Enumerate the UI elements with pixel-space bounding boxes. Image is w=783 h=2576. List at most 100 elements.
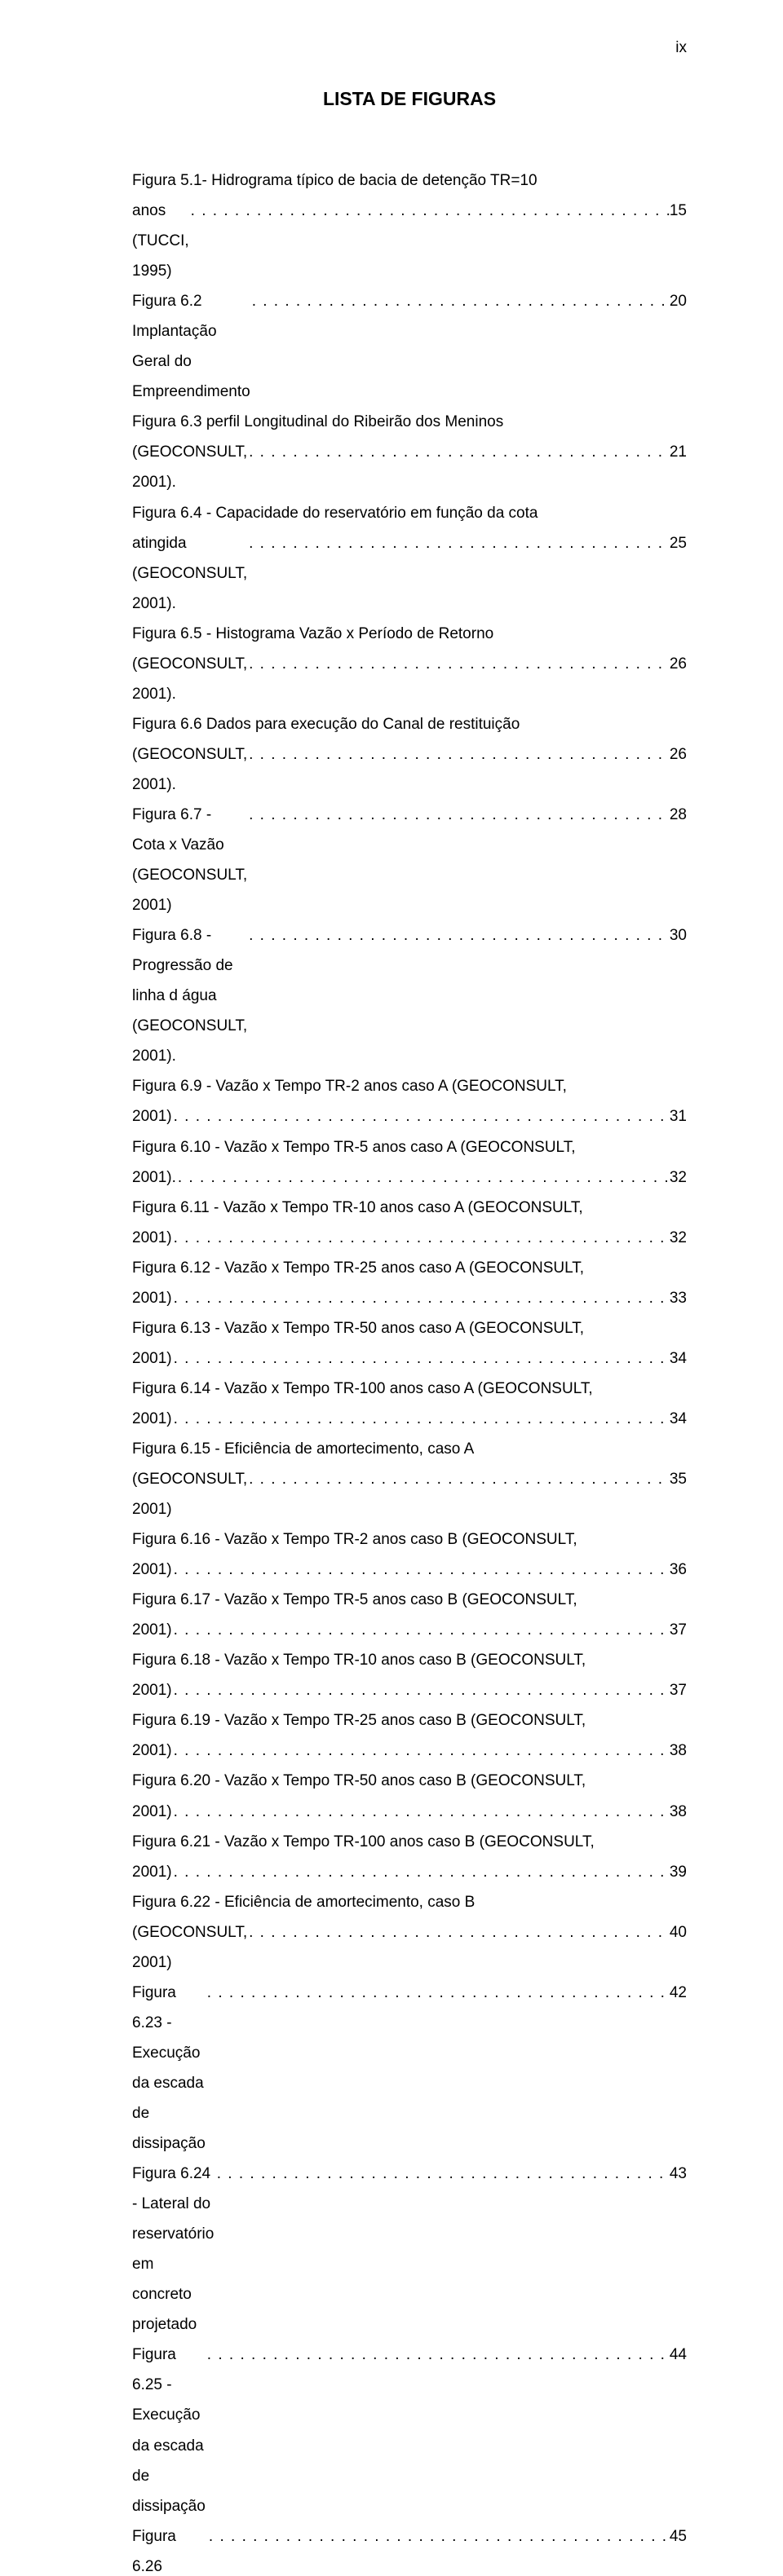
- toc-entry-label-line2: (GEOCONSULT, 2001): [132, 1464, 247, 1524]
- toc-entry-label-line1: Figura 6.15 - Eficiência de amorteciment…: [132, 1434, 687, 1464]
- toc-entry-page: 38: [670, 1736, 687, 1766]
- toc-entry: Figura 6.21 - Vazão x Tempo TR-100 anos …: [132, 1827, 687, 1887]
- toc-entry: Figura 6.17 - Vazão x Tempo TR-5 anos ca…: [132, 1585, 687, 1645]
- toc-entry: Figura 6.14 - Vazão x Tempo TR-100 anos …: [132, 1374, 687, 1434]
- toc-entry-label: Figura 6.7 - Cota x Vazão (GEOCONSULT, 2…: [132, 800, 247, 920]
- toc-leader: . . . . . . . . . . . . . . . . . . . . …: [247, 528, 670, 558]
- toc-leader: . . . . . . . . . . . . . . . . . . . . …: [172, 1675, 670, 1705]
- toc-entry-page: 36: [670, 1555, 687, 1585]
- toc-entry-label-line2: (GEOCONSULT, 2001).: [132, 649, 247, 709]
- toc-leader: . . . . . . . . . . . . . . . . . . . . …: [207, 2521, 670, 2552]
- toc-entry-label-line2: 2001): [132, 1343, 172, 1374]
- toc-entry-label: Figura 6.2 Implantação Geral do Empreend…: [132, 286, 250, 407]
- toc-entry-label-line1: Figura 6.21 - Vazão x Tempo TR-100 anos …: [132, 1827, 687, 1857]
- toc-entry: Figura 6.3 perfil Longitudinal do Ribeir…: [132, 407, 687, 497]
- toc-entry: Figura 5.1- Hidrograma típico de bacia d…: [132, 165, 687, 286]
- toc-leader: . . . . . . . . . . . . . . . . . . . . …: [172, 1283, 670, 1313]
- toc-entry: Figura 6.24 - Lateral do reservatório em…: [132, 2159, 687, 2340]
- toc-entry-label-line1: Figura 6.5 - Histograma Vazão x Período …: [132, 619, 687, 649]
- toc-entry-label-line2: 2001).: [132, 1162, 176, 1193]
- toc-entry-label-line2: 2001): [132, 1283, 172, 1313]
- toc-leader: . . . . . . . . . . . . . . . . . . . . …: [247, 1464, 670, 1494]
- toc-entry: Figura 6.18 - Vazão x Tempo TR-10 anos c…: [132, 1645, 687, 1705]
- toc-entry: Figura 6.5 - Histograma Vazão x Período …: [132, 619, 687, 709]
- toc-entry-page: 37: [670, 1615, 687, 1645]
- toc-leader: . . . . . . . . . . . . . . . . . . . . …: [172, 1223, 670, 1253]
- toc-leader: . . . . . . . . . . . . . . . . . . . . …: [247, 1917, 670, 1947]
- table-of-contents: Figura 5.1- Hidrograma típico de bacia d…: [132, 165, 687, 2576]
- toc-entry: Figura 6.4 - Capacidade do reservatório …: [132, 498, 687, 619]
- toc-entry-label-line1: Figura 6.19 - Vazão x Tempo TR-25 anos c…: [132, 1705, 687, 1736]
- toc-leader: . . . . . . . . . . . . . . . . . . . . …: [247, 739, 670, 770]
- toc-entry-label-line1: Figura 6.18 - Vazão x Tempo TR-10 anos c…: [132, 1645, 687, 1675]
- toc-leader: . . . . . . . . . . . . . . . . . . . . …: [206, 1978, 670, 2008]
- toc-entry-label-line2: anos (TUCCI, 1995): [132, 196, 189, 286]
- toc-entry: Figura 6.2 Implantação Geral do Empreend…: [132, 286, 687, 407]
- toc-entry-label-line1: Figura 6.3 perfil Longitudinal do Ribeir…: [132, 407, 687, 437]
- toc-entry-label: Figura 6.25 - Execução da escada de diss…: [132, 2340, 206, 2521]
- toc-leader: . . . . . . . . . . . . . . . . . . . . …: [247, 437, 670, 467]
- toc-entry: Figura 6.9 - Vazão x Tempo TR-2 anos cas…: [132, 1071, 687, 1131]
- toc-leader: . . . . . . . . . . . . . . . . . . . . …: [172, 1736, 670, 1766]
- toc-leader: . . . . . . . . . . . . . . . . . . . . …: [172, 1857, 670, 1887]
- toc-entry: Figura 6.15 - Eficiência de amorteciment…: [132, 1434, 687, 1524]
- toc-entry-page: 40: [670, 1917, 687, 1947]
- toc-entry-label-line2: (GEOCONSULT, 2001).: [132, 437, 247, 497]
- toc-entry-page: 44: [670, 2340, 687, 2370]
- toc-entry-label-line2: atingida (GEOCONSULT, 2001).: [132, 528, 247, 619]
- toc-entry: Figura 6.8 - Progressão de linha d água …: [132, 920, 687, 1071]
- toc-entry-page: 34: [670, 1343, 687, 1374]
- toc-leader: . . . . . . . . . . . . . . . . . . . . …: [172, 1101, 670, 1131]
- toc-leader: . . . . . . . . . . . . . . . . . . . . …: [172, 1404, 670, 1434]
- toc-entry-label-line1: Figura 6.12 - Vazão x Tempo TR-25 anos c…: [132, 1253, 687, 1283]
- toc-entry: Figura 6.19 - Vazão x Tempo TR-25 anos c…: [132, 1705, 687, 1766]
- toc-entry: Figura 6.23 - Execução da escada de diss…: [132, 1978, 687, 2159]
- toc-entry-page: 31: [670, 1101, 687, 1131]
- toc-entry: Figura 6.11 - Vazão x Tempo TR-10 anos c…: [132, 1193, 687, 1253]
- toc-entry-label-line1: Figura 6.6 Dados para execução do Canal …: [132, 709, 687, 739]
- toc-entry-page: 26: [670, 739, 687, 770]
- toc-entry: Figura 6.22 - Eficiência de amorteciment…: [132, 1887, 687, 1978]
- toc-entry-page: 20: [670, 286, 687, 316]
- toc-entry-label-line2: 2001): [132, 1857, 172, 1887]
- toc-leader: . . . . . . . . . . . . . . . . . . . . …: [247, 649, 670, 679]
- toc-entry-label-line2: 2001): [132, 1736, 172, 1766]
- toc-entry-page: 35: [670, 1464, 687, 1494]
- toc-entry-label-line1: Figura 6.13 - Vazão x Tempo TR-50 anos c…: [132, 1313, 687, 1343]
- toc-entry-page: 34: [670, 1404, 687, 1434]
- toc-leader: . . . . . . . . . . . . . . . . . . . . …: [215, 2159, 670, 2189]
- toc-entry: Figura 6.12 - Vazão x Tempo TR-25 anos c…: [132, 1253, 687, 1313]
- page-container: ix LISTA DE FIGURAS Figura 5.1- Hidrogra…: [0, 0, 783, 2576]
- toc-entry-page: 33: [670, 1283, 687, 1313]
- toc-entry-page: 38: [670, 1797, 687, 1827]
- toc-entry-label-line2: 2001): [132, 1223, 172, 1253]
- toc-entry: Figura 6.16 - Vazão x Tempo TR-2 anos ca…: [132, 1524, 687, 1585]
- toc-entry-label-line2: 2001): [132, 1101, 172, 1131]
- toc-entry-label-line1: Figura 6.14 - Vazão x Tempo TR-100 anos …: [132, 1374, 687, 1404]
- toc-entry-page: 42: [670, 1978, 687, 2008]
- toc-entry: Figura 6.26 Amostra do Perfil De Sondage…: [132, 2521, 687, 2576]
- toc-entry: Figura 6.10 - Vazão x Tempo TR-5 anos ca…: [132, 1132, 687, 1193]
- toc-leader: . . . . . . . . . . . . . . . . . . . . …: [172, 1555, 670, 1585]
- toc-entry-page: 26: [670, 649, 687, 679]
- toc-entry-label-line1: Figura 6.4 - Capacidade do reservatório …: [132, 498, 687, 528]
- toc-entry: Figura 6.13 - Vazão x Tempo TR-50 anos c…: [132, 1313, 687, 1374]
- toc-entry-label-line2: 2001): [132, 1675, 172, 1705]
- toc-entry-label-line1: Figura 6.11 - Vazão x Tempo TR-10 anos c…: [132, 1193, 687, 1223]
- toc-leader: . . . . . . . . . . . . . . . . . . . . …: [250, 286, 670, 316]
- page-number: ix: [675, 39, 687, 57]
- toc-entry-label-line2: (GEOCONSULT, 2001).: [132, 739, 247, 800]
- toc-entry: Figura 6.6 Dados para execução do Canal …: [132, 709, 687, 800]
- toc-entry-label-line2: 2001): [132, 1555, 172, 1585]
- toc-entry-label: Figura 6.23 - Execução da escada de diss…: [132, 1978, 206, 2159]
- toc-entry-label-line1: Figura 6.9 - Vazão x Tempo TR-2 anos cas…: [132, 1071, 687, 1101]
- toc-entry: Figura 6.7 - Cota x Vazão (GEOCONSULT, 2…: [132, 800, 687, 920]
- toc-leader: . . . . . . . . . . . . . . . . . . . . …: [172, 1343, 670, 1374]
- toc-entry-page: 32: [670, 1223, 687, 1253]
- page-title: LISTA DE FIGURAS: [132, 88, 687, 110]
- toc-entry-page: 37: [670, 1675, 687, 1705]
- toc-leader: . . . . . . . . . . . . . . . . . . . . …: [206, 2340, 670, 2370]
- toc-entry: Figura 6.25 - Execução da escada de diss…: [132, 2340, 687, 2521]
- toc-leader: . . . . . . . . . . . . . . . . . . . . …: [176, 1162, 670, 1193]
- toc-entry-page: 28: [670, 800, 687, 830]
